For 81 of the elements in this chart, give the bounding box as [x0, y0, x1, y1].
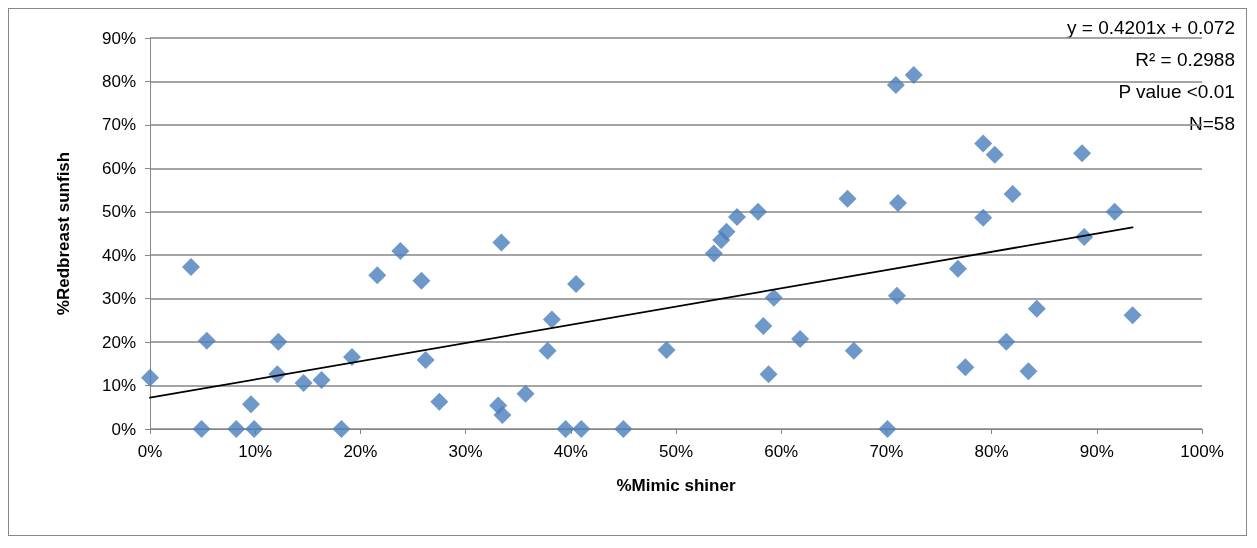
point: [312, 370, 331, 389]
y-tick-label: 50%: [101, 202, 136, 222]
point: [182, 257, 201, 276]
x-tick-label: 80%: [974, 442, 1009, 461]
y-tick-label: 80%: [101, 71, 136, 91]
point: [269, 332, 288, 351]
point: [844, 341, 863, 360]
point: [704, 244, 723, 263]
point: [614, 420, 633, 438]
x-tick-label: 60%: [764, 442, 799, 461]
point: [556, 420, 575, 438]
point: [657, 340, 676, 359]
y-tick-label: 40%: [101, 245, 136, 265]
point: [904, 65, 923, 84]
point: [572, 420, 591, 438]
x-tick-label: 50%: [658, 442, 694, 461]
y-tick-label: 30%: [101, 289, 136, 309]
y-axis-title: %Redbreast sunfish: [54, 151, 73, 316]
annotation: N=58: [1189, 113, 1235, 134]
point: [1073, 144, 1092, 163]
y-tick-label: 70%: [101, 115, 136, 135]
point: [754, 317, 773, 336]
point: [416, 350, 435, 369]
point: [1105, 202, 1124, 221]
point: [974, 134, 993, 153]
point: [728, 207, 747, 226]
x-tick-label: 0%: [137, 442, 163, 461]
point: [878, 420, 897, 438]
point: [241, 395, 260, 414]
x-tick-label: 20%: [343, 442, 378, 461]
point: [764, 288, 783, 307]
y-tick-label: 20%: [101, 332, 136, 352]
point: [956, 358, 975, 377]
annotation: P value <0.01: [1118, 81, 1235, 102]
point: [886, 75, 905, 94]
x-tick-label: 100%: [1180, 442, 1224, 461]
point: [567, 274, 586, 293]
point: [294, 373, 313, 392]
point: [974, 208, 993, 227]
point: [1123, 306, 1142, 325]
point: [227, 420, 246, 438]
point: [368, 266, 387, 285]
point: [430, 392, 449, 411]
point: [493, 406, 512, 425]
x-tick-label: 30%: [448, 442, 483, 461]
point: [192, 420, 211, 438]
point: [245, 420, 264, 438]
point: [1027, 299, 1046, 318]
point: [141, 368, 159, 387]
point: [492, 233, 511, 252]
point: [412, 271, 431, 290]
y-tick-label: 0%: [111, 419, 136, 439]
x-tick-label: 70%: [869, 442, 904, 461]
annotation: R² = 0.2988: [1135, 49, 1236, 70]
point: [342, 347, 361, 366]
point: [948, 259, 967, 278]
point: [759, 365, 778, 384]
point: [1019, 362, 1038, 381]
point: [542, 310, 561, 329]
point: [888, 194, 907, 213]
point: [538, 341, 557, 360]
point: [391, 241, 410, 260]
x-axis-title: %Mimic shiner: [616, 476, 736, 495]
y-tick-label: 10%: [101, 376, 136, 396]
point: [985, 145, 1004, 164]
point: [1003, 184, 1022, 203]
x-tick-label: 10%: [238, 442, 273, 461]
x-tick-label: 40%: [553, 442, 588, 461]
y-tick-label: 90%: [101, 28, 136, 48]
point: [197, 331, 216, 350]
point: [887, 286, 906, 305]
point: [516, 384, 535, 403]
text: y = 0.4201x + 0.072: [1067, 17, 1235, 38]
x-tick-label: 90%: [1079, 442, 1114, 461]
point: [332, 420, 351, 438]
point: [749, 202, 768, 221]
point: [791, 330, 810, 349]
point: [997, 332, 1016, 351]
y-tick-label: 60%: [101, 158, 136, 178]
point: [717, 222, 736, 241]
point: [838, 189, 857, 208]
